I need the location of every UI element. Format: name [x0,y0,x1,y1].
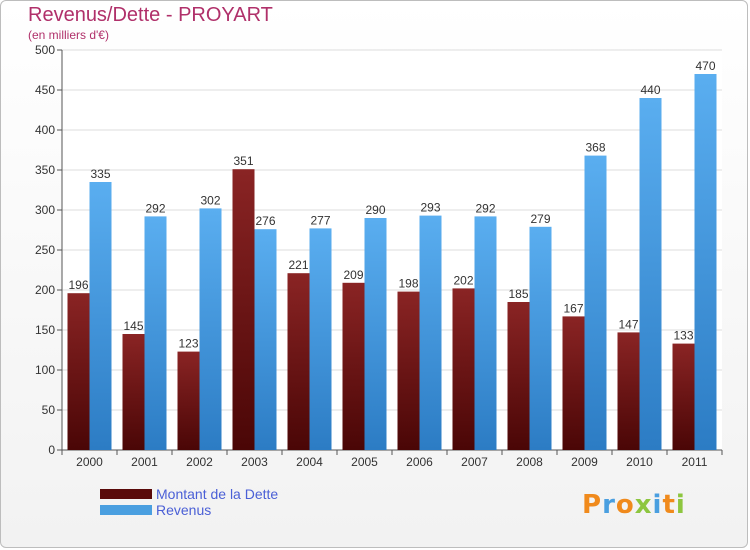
logo-letter: i [675,490,686,520]
bar-revenus [529,226,552,450]
y-tick-label: 50 [42,403,56,417]
y-tick-label: 350 [35,163,55,177]
data-label-revenus: 470 [695,59,715,73]
legend-swatch-revenus [100,505,152,515]
data-label-dette: 167 [563,301,583,315]
data-label-revenus: 293 [420,201,440,215]
x-tick-label: 2000 [76,455,103,469]
x-tick-label: 2006 [406,455,433,469]
bar-revenus [309,228,332,450]
logo-letter: r [602,490,616,520]
data-label-dette: 147 [618,317,638,331]
legend-label-dette: Montant de la Dette [156,486,279,502]
data-label-dette: 202 [453,273,473,287]
bar-dette [177,351,200,450]
x-tick-label: 2005 [351,455,378,469]
bar-revenus [254,229,277,450]
x-tick-label: 2004 [296,455,323,469]
data-label-dette: 145 [123,319,143,333]
bar-dette [617,332,640,450]
bar-revenus [144,216,167,450]
logo-letter: t [662,490,676,520]
bar-revenus [694,74,717,450]
data-label-dette: 209 [343,268,363,282]
data-label-revenus: 290 [365,203,385,217]
bar-revenus [639,98,662,450]
y-tick-label: 0 [48,443,55,457]
bar-revenus [199,208,222,450]
proxiti-logo: Proxiti [582,490,686,520]
data-label-revenus: 368 [585,141,605,155]
logo-letter: i [652,490,663,520]
logo-letter: o [615,490,635,520]
x-tick-label: 2003 [241,455,268,469]
data-label-dette: 196 [68,278,88,292]
bar-dette [507,302,530,450]
legend-label-revenus: Revenus [156,502,212,518]
y-tick-label: 150 [35,323,55,337]
data-label-revenus: 292 [475,201,495,215]
bar-dette [287,273,310,450]
bar-revenus [584,155,607,450]
data-label-revenus: 302 [200,193,220,207]
data-label-revenus: 440 [640,83,660,97]
x-tick-label: 2011 [682,455,708,469]
data-label-dette: 221 [288,258,308,272]
data-label-revenus: 292 [145,201,165,215]
bar-revenus [89,182,112,450]
data-label-dette: 351 [233,154,253,168]
x-tick-label: 2009 [571,455,598,469]
y-tick-label: 250 [35,243,55,257]
bar-dette [672,343,695,450]
bar-dette [397,291,420,450]
bar-dette [452,288,475,450]
chart-title: Revenus/Dette - PROYART [28,4,273,26]
bar-dette [122,334,145,450]
bar-revenus [474,216,497,450]
data-label-dette: 133 [673,329,693,343]
bar-dette [67,293,90,450]
data-label-revenus: 335 [90,167,110,181]
y-tick-label: 300 [35,203,55,217]
y-tick-label: 400 [35,123,55,137]
logo-letter: x [634,490,653,520]
logo-letter: P [582,490,603,520]
x-tick-label: 2007 [461,455,488,469]
data-label-revenus: 277 [310,213,330,227]
legend-swatch-dette [100,489,152,499]
chart-subtitle: (en milliers d'€) [28,28,109,42]
data-label-dette: 198 [398,277,418,291]
x-tick-label: 2008 [516,455,543,469]
y-tick-label: 500 [35,43,55,57]
bar-dette [562,316,585,450]
bar-dette [232,169,255,450]
bar-dette [342,282,365,450]
x-tick-label: 2010 [626,455,653,469]
x-tick-label: 2002 [186,455,213,469]
data-label-dette: 123 [178,337,198,351]
data-label-dette: 185 [508,287,528,301]
x-tick-label: 2001 [131,455,158,469]
y-tick-label: 100 [35,363,55,377]
y-tick-label: 450 [35,83,55,97]
bar-revenus [419,215,442,450]
data-label-revenus: 279 [530,212,550,226]
y-tick-label: 200 [35,283,55,297]
bar-revenus [364,218,387,450]
data-label-revenus: 276 [255,214,275,228]
